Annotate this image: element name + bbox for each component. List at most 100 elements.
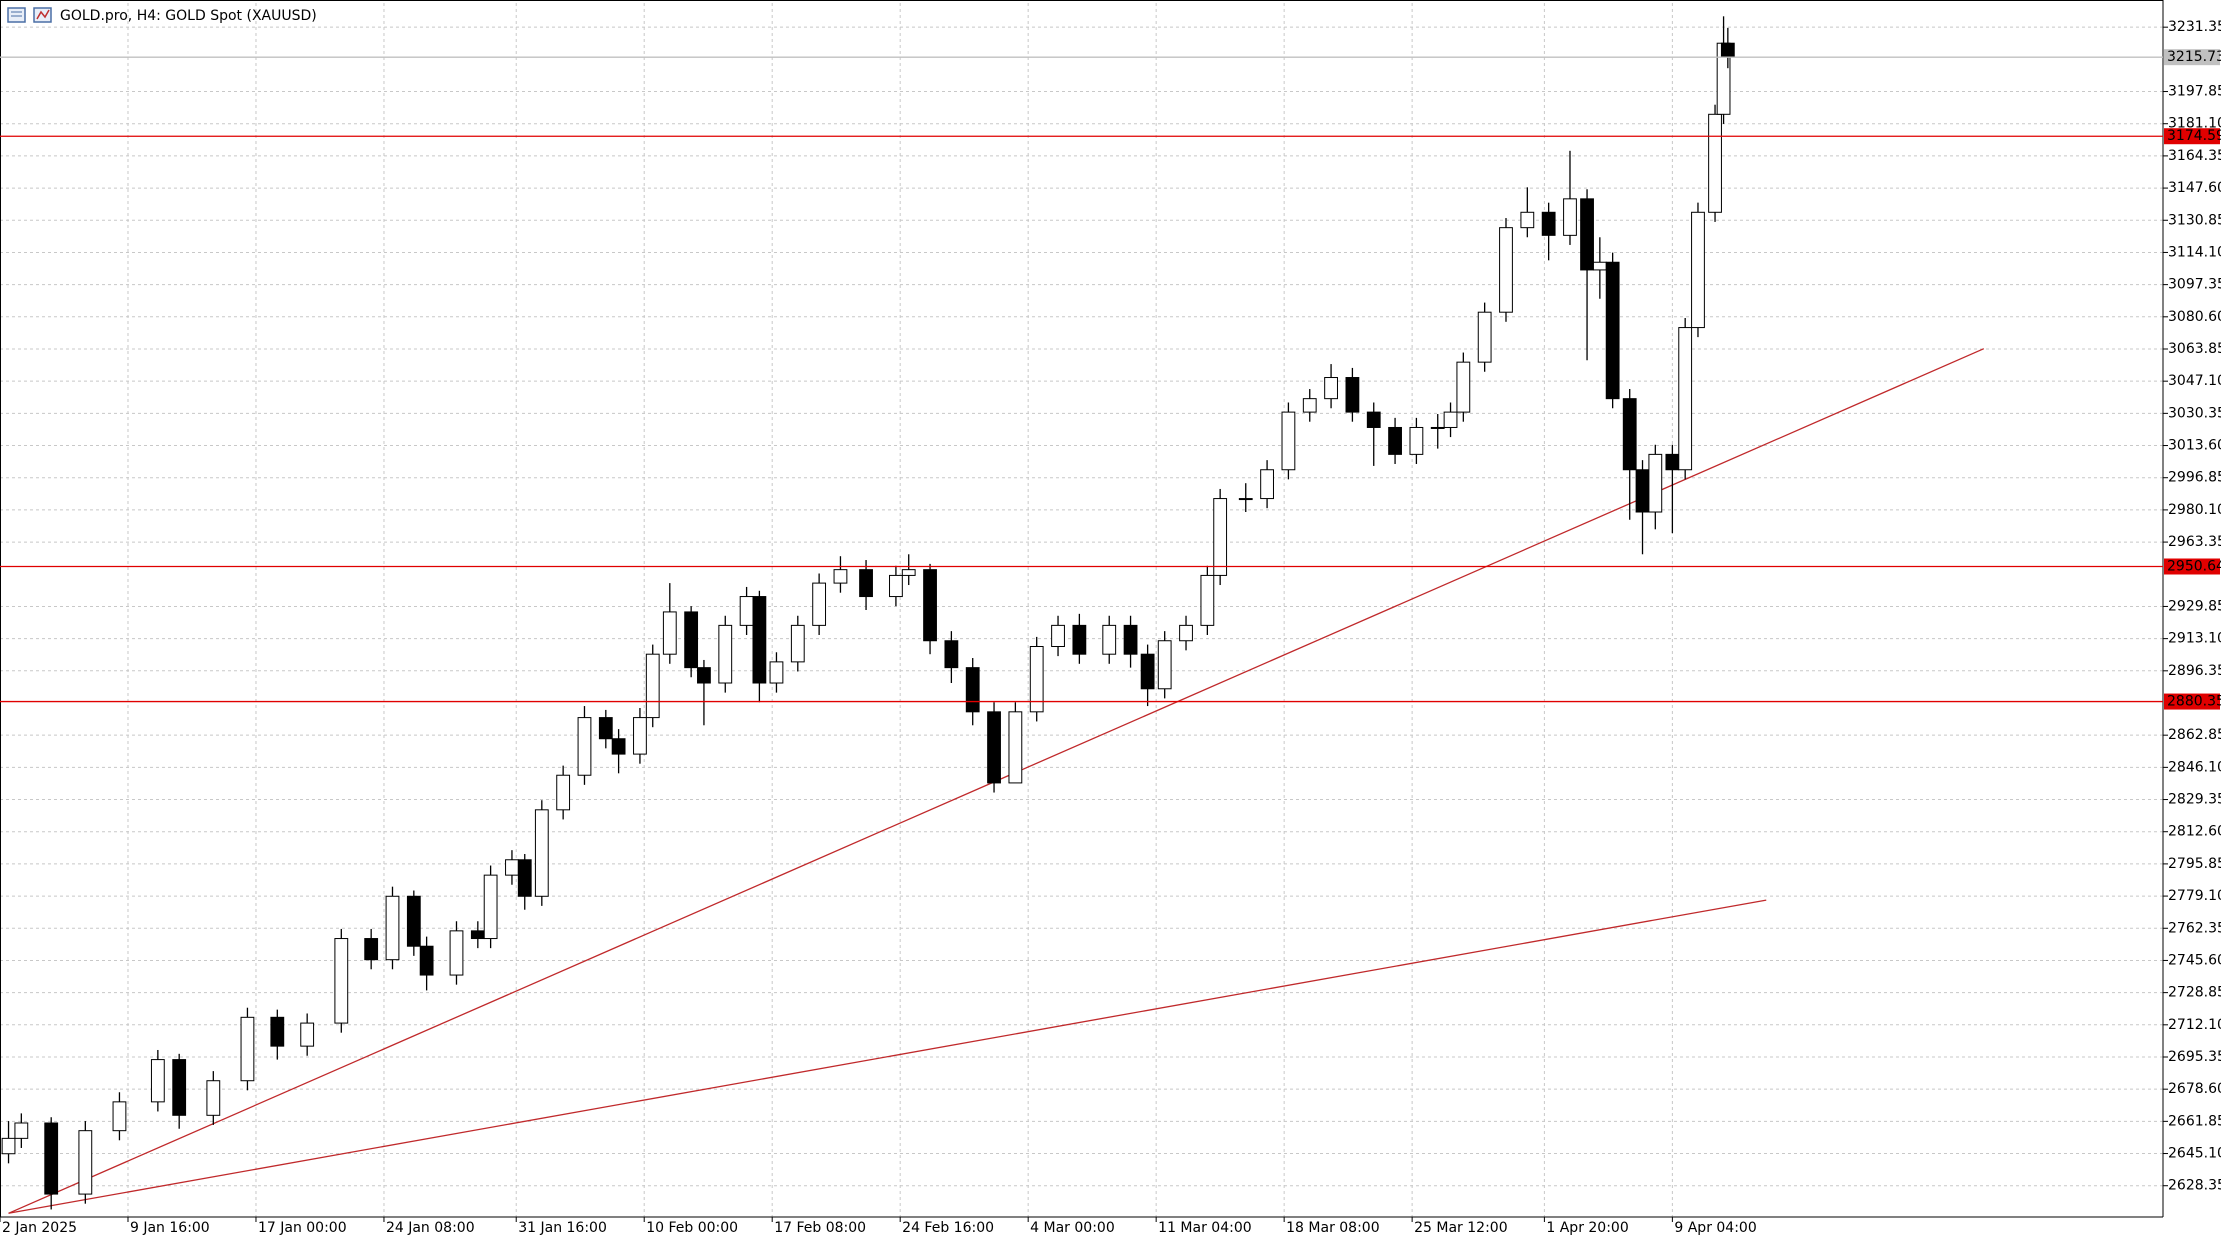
candle-body — [1366, 411, 1381, 428]
x-tick-label: 18 Mar 08:00 — [1286, 1220, 1379, 1236]
candle-body — [1520, 211, 1535, 229]
candle-body — [1635, 469, 1650, 513]
candle-body — [1648, 453, 1663, 513]
icon — [36, 9, 50, 20]
candle-body — [1592, 261, 1607, 271]
candle-body — [419, 945, 434, 976]
toolbar-icons — [7, 7, 52, 23]
candle-body — [833, 569, 848, 584]
y-tick-label: 2728.85 — [2168, 985, 2221, 1001]
candle-body — [739, 596, 754, 626]
price-tag-label: 3174.59 — [2167, 128, 2221, 144]
candle-body — [901, 569, 916, 576]
candle-body — [556, 774, 571, 811]
y-tick-label: 2829.35 — [2168, 792, 2221, 808]
candle-body — [684, 611, 699, 669]
candle-body — [1238, 498, 1253, 501]
y-tick-label: 2628.35 — [2168, 1178, 2221, 1194]
y-tick-label: 3130.85 — [2168, 212, 2221, 228]
candle-body — [1179, 624, 1193, 642]
y-tick-label: 3181.10 — [2168, 116, 2221, 132]
candle-body — [1213, 498, 1228, 576]
candle-body — [240, 1016, 255, 1082]
candle-body — [1605, 261, 1620, 400]
x-tick-label: 17 Feb 08:00 — [774, 1220, 866, 1236]
candle-body — [112, 1101, 127, 1132]
candle-body — [1563, 198, 1577, 236]
candle-body — [483, 874, 498, 940]
y-tick-label: 3013.60 — [2168, 438, 2221, 454]
candle-body — [752, 596, 767, 684]
candle-body — [300, 1022, 315, 1047]
y-tick-label: 2862.85 — [2168, 727, 2221, 743]
candle-body — [1678, 327, 1693, 471]
y-tick-label: 2913.10 — [2168, 631, 2221, 647]
candle-body — [859, 569, 873, 598]
candle-body — [965, 667, 980, 713]
price-tag — [2164, 693, 2220, 710]
candle-body — [150, 1059, 165, 1103]
candle-body — [662, 611, 677, 655]
y-tick-label: 2779.10 — [2168, 888, 2221, 904]
y-tick-label: 2812.60 — [2168, 824, 2221, 840]
candle-body — [697, 667, 711, 684]
y-tick-label: 3114.10 — [2168, 244, 2221, 260]
candle-body — [1388, 426, 1402, 455]
candle-body — [1580, 198, 1594, 271]
candle-body — [385, 895, 400, 961]
candle-body — [449, 930, 464, 976]
candle-body — [1260, 469, 1274, 500]
x-tick-label: 17 Jan 00:00 — [258, 1220, 347, 1236]
candle-body — [812, 582, 827, 626]
y-tick-label: 3147.60 — [2168, 180, 2221, 196]
y-tick-label: 3231.35 — [2168, 19, 2221, 35]
y-tick-label: 2661.85 — [2168, 1113, 2221, 1129]
candle-body — [1, 1137, 16, 1155]
candle-body — [923, 569, 937, 642]
candle-body — [1720, 42, 1735, 58]
price-tag — [2164, 558, 2220, 575]
price-tag-label: 2880.35 — [2167, 694, 2221, 710]
candle-body — [1324, 377, 1338, 400]
candle-body — [1123, 624, 1138, 655]
chart-title: GOLD.pro, H4: GOLD Spot (XAUUSD) — [60, 8, 317, 24]
candle-body — [172, 1059, 187, 1116]
candle-body — [1622, 398, 1637, 471]
y-tick-label: 2745.60 — [2168, 952, 2221, 968]
y-tick-label: 2695.35 — [2168, 1049, 2221, 1065]
candle-body — [1029, 646, 1044, 713]
candle-body — [1430, 426, 1445, 429]
y-tick-label: 2762.35 — [2168, 920, 2221, 936]
candle-body — [206, 1080, 221, 1116]
candle-body — [633, 717, 647, 755]
y-tick-label: 3063.85 — [2168, 341, 2221, 357]
candle-body — [1072, 624, 1087, 655]
candle-body — [1443, 411, 1458, 428]
x-tick-label: 24 Jan 08:00 — [386, 1220, 475, 1236]
candle-body — [1345, 377, 1360, 413]
candle-body — [44, 1122, 59, 1195]
y-tick-label: 3197.85 — [2168, 84, 2221, 100]
x-tick-label: 1 Apr 20:00 — [1546, 1220, 1628, 1236]
x-tick-label: 31 Jan 16:00 — [518, 1220, 607, 1236]
candle-body — [1302, 398, 1317, 413]
trend-line — [8, 899, 1767, 1214]
y-tick-label: 2645.10 — [2168, 1146, 2221, 1162]
x-tick-label: 2 Jan 2025 — [2, 1220, 77, 1236]
y-tick-label: 2980.10 — [2168, 502, 2221, 518]
candle-body — [1708, 113, 1722, 213]
candle-body — [1281, 411, 1296, 471]
y-tick-label: 3080.60 — [2168, 309, 2221, 325]
x-tick-label: 10 Feb 00:00 — [646, 1220, 738, 1236]
candle-body — [611, 738, 626, 755]
x-tick-label: 25 Mar 12:00 — [1414, 1220, 1507, 1236]
x-tick-label: 11 Mar 04:00 — [1158, 1220, 1251, 1236]
grid — [0, 3, 2163, 1217]
y-tick-label: 2896.35 — [2168, 663, 2221, 679]
price-tag — [2164, 128, 2220, 145]
candle-body — [1456, 361, 1471, 413]
candle-body — [645, 653, 660, 719]
candle-body — [1157, 640, 1172, 690]
candle-body — [1140, 653, 1155, 690]
